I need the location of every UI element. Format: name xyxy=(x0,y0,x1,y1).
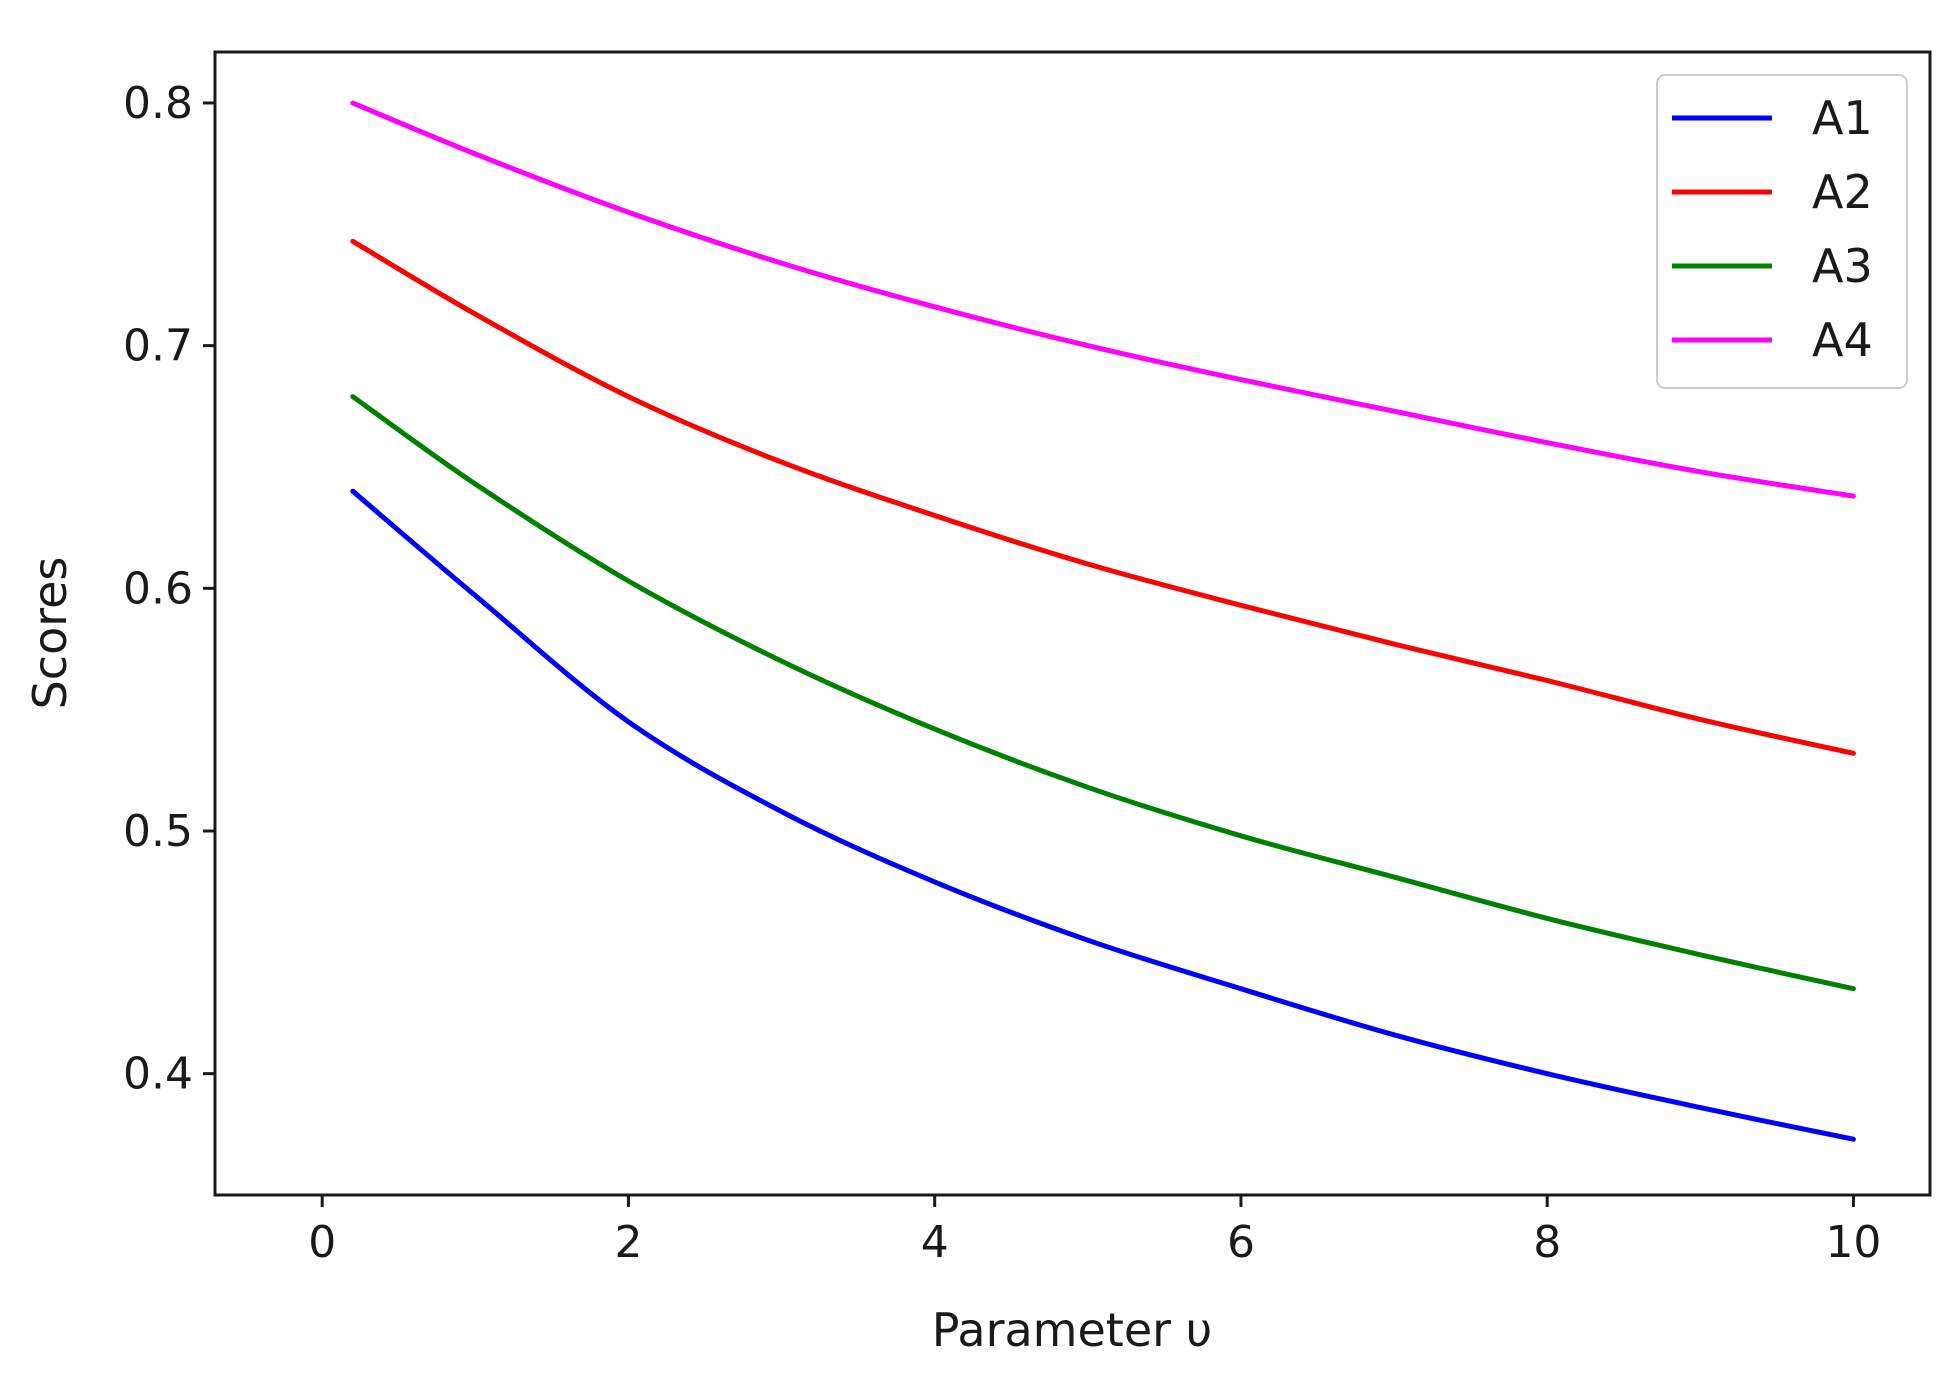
x-tick-label: 4 xyxy=(921,1217,949,1268)
series-lines xyxy=(350,100,1856,1142)
series-line-a2 xyxy=(350,238,1856,756)
legend-label-a1: A1 xyxy=(1812,91,1873,145)
x-tick-label: 0 xyxy=(308,1217,336,1268)
y-tick-label: 0.7 xyxy=(123,321,193,372)
y-tick-label: 0.5 xyxy=(123,806,193,857)
legend-label-a4: A4 xyxy=(1812,313,1873,367)
x-tick-label: 6 xyxy=(1227,1217,1255,1268)
legend-label-a3: A3 xyxy=(1812,239,1873,293)
y-tick-label: 0.8 xyxy=(123,78,193,129)
series-line-a3 xyxy=(350,394,1856,992)
series-line-a1 xyxy=(350,488,1856,1142)
y-tick-label: 0.4 xyxy=(123,1049,193,1100)
x-axis: 0 2 4 6 8 10 xyxy=(308,1195,1881,1268)
legend-label-a2: A2 xyxy=(1812,165,1873,219)
x-axis-label: Parameter υ xyxy=(932,1303,1213,1357)
series-line-a4 xyxy=(350,100,1856,499)
y-axis-label: Scores xyxy=(23,557,77,710)
x-tick-label: 2 xyxy=(614,1217,642,1268)
x-tick-label: 10 xyxy=(1825,1217,1881,1268)
x-tick-label: 8 xyxy=(1533,1217,1561,1268)
legend-box xyxy=(1656,74,1908,389)
legend: A1 A2 A3 A4 xyxy=(1656,74,1908,389)
y-tick-label: 0.6 xyxy=(123,563,193,614)
plot-area xyxy=(213,50,1932,1197)
y-axis: 0.4 0.5 0.6 0.7 0.8 xyxy=(123,78,215,1100)
